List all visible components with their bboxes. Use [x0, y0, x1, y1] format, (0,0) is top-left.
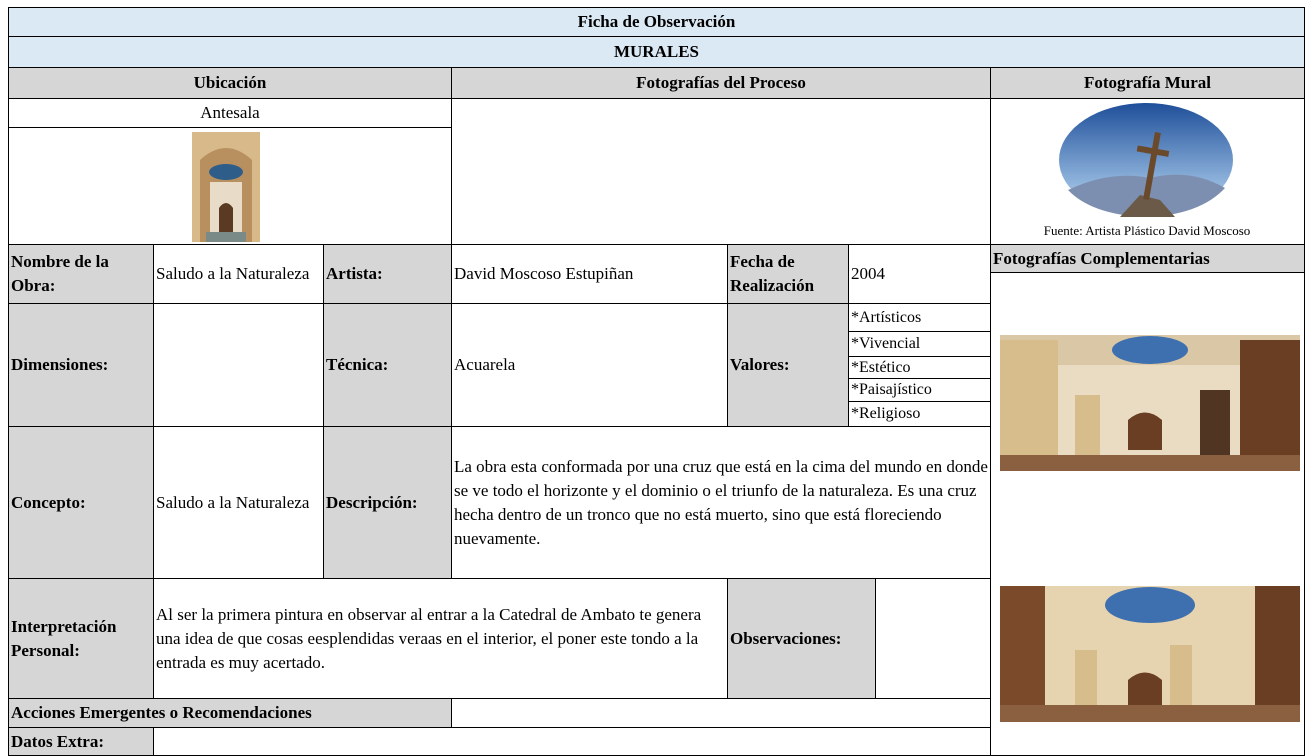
- value-item: *Estético: [848, 356, 991, 379]
- field-label: Datos Extra:: [8, 727, 154, 756]
- field-label: Artista:: [323, 244, 452, 304]
- field-value: [153, 303, 324, 427]
- field-value: 2004: [848, 244, 991, 304]
- column-header: Fotografías del Proceso: [451, 67, 991, 99]
- section-title: Fotografías Complementarias: [990, 244, 1305, 273]
- image-cell: [451, 98, 991, 245]
- column-header: Ubicación: [8, 67, 452, 99]
- field-value: Al ser la primera pintura en observar al…: [153, 578, 728, 699]
- field-value: [451, 698, 991, 728]
- field-label: Interpretación Personal:: [8, 578, 154, 699]
- field-label: Fecha de Realización: [727, 244, 849, 304]
- value-item: *Religioso: [848, 401, 991, 427]
- field-value: Saludo a la Naturaleza: [153, 244, 324, 304]
- field-value: [153, 727, 991, 756]
- image-cell: [8, 127, 452, 245]
- field-label: Nombre de la Obra:: [8, 244, 154, 304]
- sheet-title: Ficha de Observación: [8, 7, 1305, 37]
- field-value: David Moscoso Estupiñan: [451, 244, 728, 304]
- field-label: Concepto:: [8, 426, 154, 579]
- field-label: Observaciones:: [727, 578, 876, 699]
- field-label: Acciones Emergentes o Recomendaciones: [8, 698, 452, 728]
- field-value: La obra esta conformada por una cruz que…: [451, 426, 991, 579]
- field-value: [875, 578, 991, 699]
- value-item: *Vivencial: [848, 331, 991, 357]
- column-header: Fotografía Mural: [990, 67, 1305, 99]
- field-label: Descripción:: [323, 426, 452, 579]
- photo-caption: Fuente: Artista Plástico David Moscoso: [1043, 223, 1251, 238]
- field-label: Técnica:: [323, 303, 452, 427]
- value-item: *Artísticos: [848, 303, 991, 332]
- sheet-subtitle: MURALES: [8, 36, 1305, 68]
- field-value: Saludo a la Naturaleza: [153, 426, 324, 579]
- field-value: Acuarela: [451, 303, 728, 427]
- field-label: Valores:: [727, 303, 849, 427]
- image-cell: [990, 272, 1305, 756]
- location: Antesala: [8, 98, 452, 128]
- field-label: Dimensiones:: [8, 303, 154, 427]
- value-item: *Paisajístico: [848, 378, 991, 402]
